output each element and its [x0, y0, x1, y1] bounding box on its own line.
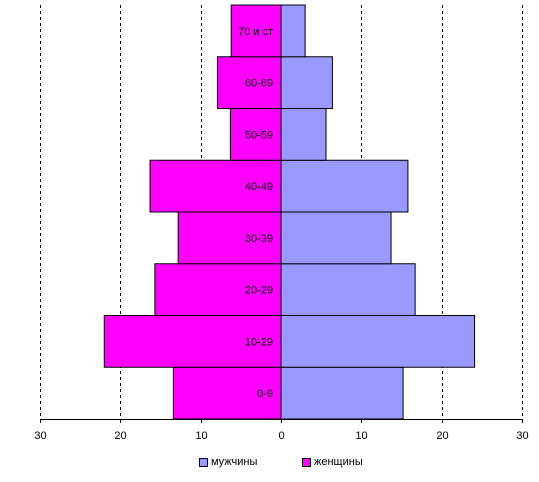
category-label: 70 и ст [238, 26, 273, 38]
legend-label-female: женщины [314, 456, 363, 468]
x-tick-label: 20 [436, 430, 448, 442]
x-tick-labels: 30 20 10 0 10 20 30 [34, 419, 529, 442]
bar-female [230, 4, 282, 58]
category-label: 10-29 [245, 336, 273, 348]
category-label: 20-29 [245, 285, 273, 297]
bar-male [280, 4, 306, 58]
legend-swatch-female [302, 457, 311, 467]
category-label: 60-69 [245, 78, 273, 90]
legend-item-female: женщины [302, 454, 363, 470]
x-tick-label: 0 [278, 430, 284, 442]
x-tick-label: 10 [355, 430, 367, 442]
legend-swatch-male [199, 457, 208, 467]
category-labels: 0-9 10-29 20-29 30-39 40-49 50-59 60-69 70 и ст [238, 26, 273, 400]
bar-male [280, 366, 404, 420]
legend: мужчины женщины [0, 454, 539, 470]
bar-male [280, 211, 392, 265]
bar-female [229, 108, 282, 161]
x-tick-label: 30 [34, 430, 46, 442]
legend-item-male: мужчины [199, 454, 257, 470]
bar-male [280, 315, 476, 368]
bars-group [103, 4, 476, 420]
x-tick-label: 30 [516, 430, 528, 442]
category-label: 30-39 [245, 233, 273, 245]
bar-female [217, 56, 282, 109]
x-tick-label: 20 [114, 430, 126, 442]
category-label: 40-49 [245, 181, 273, 193]
bar-male [280, 263, 416, 316]
category-label: 0-9 [257, 388, 273, 400]
bar-female [149, 159, 282, 213]
bar-male [280, 159, 409, 213]
bar-male [280, 108, 327, 161]
x-tick-label: 10 [195, 430, 207, 442]
bar-male [280, 56, 333, 109]
legend-label-male: мужчины [211, 456, 258, 468]
category-label: 50-59 [245, 129, 273, 141]
